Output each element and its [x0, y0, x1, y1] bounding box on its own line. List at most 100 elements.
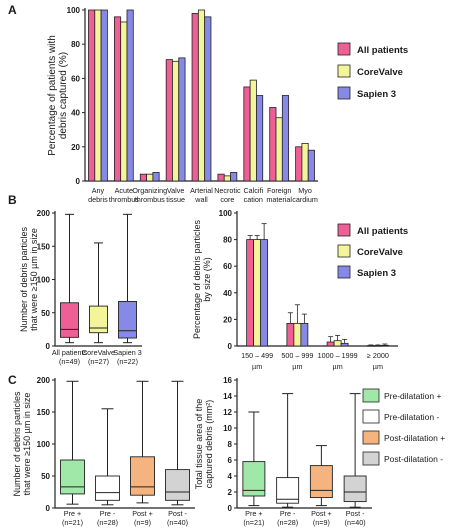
chart-b2-bar	[333, 340, 342, 347]
chart-b2-bar	[246, 239, 255, 347]
chart-b1-box	[60, 302, 79, 338]
chart-a-x-tick-label: core	[220, 195, 234, 204]
chart-c1-x-tick-label: (n=28)	[97, 518, 118, 527]
chart-a-bar	[172, 60, 180, 182]
chart-c1-box	[130, 456, 155, 496]
chart-a-bar	[281, 95, 290, 182]
chart-c2-x-tick-label: (n=40)	[345, 518, 366, 527]
legend-b-label: CoreValve	[357, 247, 403, 258]
chart-c1-y-tick-label: 200	[37, 376, 51, 385]
chart-b2-bar	[366, 345, 375, 347]
chart-b1-y-label: Number of debris particlesthat were ≥150…	[19, 226, 39, 332]
chart-c2-x-tick-label: (n=9)	[313, 518, 330, 527]
chart-a-bar	[100, 9, 108, 182]
legend-b-swatch	[337, 265, 351, 279]
chart-b2-y-label: Percentage of debris particlesby size (%…	[192, 219, 212, 339]
chart-c2-y-label: Total tissue area of thecaptured debris …	[194, 399, 214, 490]
chart-a-x-tick-label: cardium	[292, 195, 318, 204]
chart-b2-y-tick-label: 20	[223, 315, 232, 324]
chart-b2-x-tick-label: ≥ 2000	[367, 351, 389, 360]
chart-c1-x-tick-label: Post +	[132, 509, 153, 518]
chart-b2-bar	[380, 344, 389, 347]
chart-c1-y-tick-label: 150	[37, 408, 51, 417]
chart-b1-x-tick-label: All patients	[52, 348, 88, 357]
chart-a-x-tick-label: thrombus	[135, 195, 165, 204]
chart-a-bar	[165, 59, 173, 182]
chart-c2-y-tick-label: 10	[223, 424, 232, 433]
legend-b-label: All patients	[357, 226, 408, 237]
chart-a-x-tick-label: tissue	[166, 195, 185, 204]
chart-b2-x-tick-label: µm	[252, 362, 262, 371]
chart-b2-y-tick-label: 0	[228, 342, 233, 351]
chart-a-bar	[94, 9, 102, 182]
chart-c1-x-tick-label: Pre -	[100, 509, 116, 518]
legend-c: Pre-dilatation + Pre-dilatation - Post-dil…	[362, 388, 445, 466]
legend-a-swatch	[337, 86, 351, 100]
panel-label-b: B	[8, 193, 17, 207]
chart-c2-y-tick-label: 12	[223, 408, 232, 417]
chart-b-boxplot-valve: 0 50 100 150 200 All patients(n=49)CoreValve(…	[19, 209, 142, 366]
chart-a-bar	[120, 21, 128, 182]
chart-a-x-tick-label: Foreign	[267, 186, 291, 195]
chart-a-x-tick-label: Arterial	[190, 186, 213, 195]
chart-a-bar	[113, 16, 122, 182]
chart-c1-x-tick-label: (n=9)	[134, 518, 151, 527]
chart-b1-y-tick-label: 150	[37, 242, 51, 251]
chart-b2-y-tick-label: 100	[219, 209, 233, 218]
chart-c1-x-tick-label: (n=40)	[167, 518, 188, 527]
chart-a-bar	[152, 172, 160, 182]
chart-a-x-tick-label: Calcifi	[243, 186, 263, 195]
chart-a-bar	[269, 107, 277, 182]
chart-a-bar	[230, 172, 238, 182]
chart-a-bar	[146, 173, 154, 182]
chart-c2-y-tick-label: 16	[223, 376, 232, 385]
chart-c2-x-tick-label: Post +	[311, 509, 332, 518]
legend-b-swatch	[337, 223, 351, 237]
chart-b2-bar	[340, 342, 349, 347]
legend-a-swatch	[337, 64, 351, 78]
chart-c2-y-tick-label: 0	[228, 504, 233, 513]
chart-c2-x-tick-label: Pre +	[245, 509, 262, 518]
chart-b2-bar	[260, 239, 269, 347]
chart-a-y-tick-label: 20	[71, 143, 80, 152]
chart-a-bar	[191, 13, 199, 182]
chart-c2-x-tick-label: (n=21)	[243, 518, 264, 527]
chart-a-x-tick-label: debris	[88, 195, 108, 204]
panel-label-c: C	[8, 373, 17, 387]
chart-b2-bar	[373, 345, 382, 347]
chart-b2-bar	[326, 341, 335, 347]
chart-b2-x-tick-label: µm	[292, 362, 302, 371]
legend-a-label: CoreValve	[357, 67, 403, 78]
chart-a-bar	[256, 95, 264, 182]
legend-c-label: Post-dilatation +	[384, 433, 445, 443]
chart-b1-y-tick-label: 0	[46, 342, 51, 351]
legend-c-swatch	[362, 388, 380, 403]
chart-a-y-tick-label: 40	[71, 109, 80, 118]
chart-c1-y-tick-label: 50	[41, 472, 50, 481]
chart-b2-y-tick-label: 40	[223, 289, 232, 298]
chart-a-x-tick-label: wall	[194, 195, 208, 204]
chart-c2-x-tick-label: Pre -	[280, 509, 296, 518]
legend-b: All patients CoreValve Sapien 3	[337, 223, 408, 279]
chart-a-y-tick-label: 60	[71, 74, 80, 83]
chart-c2-y-tick-label: 8	[228, 440, 233, 449]
legend-c-label: Pre-dilatation +	[384, 391, 441, 401]
chart-b2-x-tick-label: 1000 – 1999	[318, 351, 358, 360]
chart-b2-bar	[293, 322, 302, 347]
chart-b1-box	[118, 300, 137, 339]
chart-a-bar	[307, 149, 315, 182]
chart-c1-y-tick-label: 100	[37, 440, 51, 449]
chart-a-bar	[249, 79, 257, 182]
legend-c-swatch	[362, 451, 380, 466]
legend-c-label: Post-dilatation -	[384, 454, 443, 464]
chart-c2-y-tick-label: 4	[228, 472, 233, 481]
chart-c-boxplot-area: 0 2 4 6 8 10 12 14 16 Pre +(n=21) Pre -(n=28) Post …	[194, 376, 372, 527]
chart-a-x-tick-label: Necrotic	[214, 186, 241, 195]
panel-label-a: A	[8, 3, 17, 17]
chart-b1-box	[89, 305, 108, 334]
chart-b2-x-tick-label: µm	[333, 362, 343, 371]
chart-c1-y-tick-label: 0	[46, 504, 51, 513]
chart-b1-y-tick-label: 200	[37, 209, 51, 218]
chart-a-x-tick-label: cation	[244, 195, 263, 204]
